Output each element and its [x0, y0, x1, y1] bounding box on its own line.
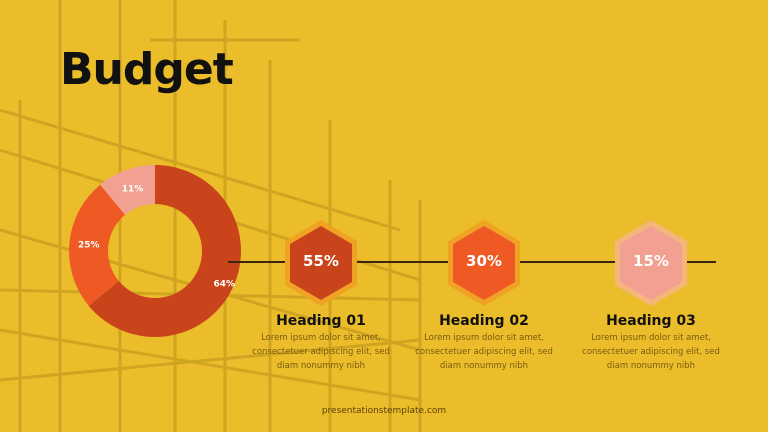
item-1: Heading 01 Lorem ipsum dolor sit amet, co… [246, 313, 396, 373]
hexagon-badge-3: 15% [611, 218, 691, 308]
page-title: Budget [60, 44, 234, 95]
description: Lorem ipsum dolor sit amet, consectetuer… [582, 333, 720, 371]
percent-value: 30% [466, 252, 502, 270]
footer-url[interactable]: presentationstemplate.com [321, 406, 447, 416]
description: Lorem ipsum dolor sit amet, consectetuer… [252, 333, 390, 371]
item-3: Heading 03 Lorem ipsum dolor sit amet, co… [576, 313, 726, 373]
heading: Heading 02 [439, 313, 529, 329]
donut-label: 64% [213, 280, 235, 290]
hexagon-badge-2: 30% [444, 218, 524, 308]
heading: Heading 01 [276, 313, 366, 329]
donut-slice-A [88, 165, 242, 338]
description: Lorem ipsum dolor sit amet, consectetuer… [415, 333, 553, 371]
donut-label: 11% [122, 184, 144, 194]
item-2: Heading 02 Lorem ipsum dolor sit amet, co… [409, 313, 559, 373]
hexagon-badge-1: 55% [281, 218, 361, 308]
percent-value: 55% [303, 252, 339, 270]
donut-slice-B [68, 184, 126, 306]
heading: Heading 03 [606, 313, 696, 329]
percent-value: 15% [633, 252, 669, 270]
donut-slice-C [100, 165, 155, 215]
donut-label: 25% [78, 241, 100, 251]
